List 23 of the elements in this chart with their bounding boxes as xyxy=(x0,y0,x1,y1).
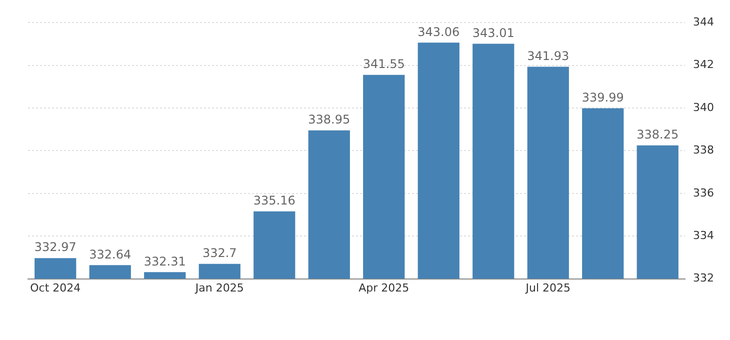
y-tick-label: 338 xyxy=(693,144,714,157)
data-label: 341.93 xyxy=(527,48,570,63)
y-tick-label: 340 xyxy=(693,100,714,114)
data-label: 341.55 xyxy=(362,57,405,72)
data-label: 332.7 xyxy=(202,246,237,260)
y-tick-label: 344 xyxy=(693,15,714,28)
data-label: 338.95 xyxy=(308,112,350,127)
x-tick-label: Apr 2025 xyxy=(358,281,410,294)
data-label: 332.64 xyxy=(89,247,132,262)
x-tick-label: Jul 2025 xyxy=(524,281,571,294)
x-tick-label: Oct 2024 xyxy=(30,281,81,294)
data-label: 343.06 xyxy=(418,24,460,39)
data-label: 339.99 xyxy=(582,90,624,104)
y-tick-label: 336 xyxy=(693,186,714,200)
data-label: 338.25 xyxy=(636,127,679,142)
data-label: 335.16 xyxy=(253,193,296,208)
data-label: 343.01 xyxy=(472,26,514,40)
data-label: 332.97 xyxy=(34,240,76,254)
y-tick-label: 334 xyxy=(693,228,714,242)
y-tick-label: 332 xyxy=(693,272,714,285)
data-label: 332.31 xyxy=(144,254,186,268)
x-tick-label: Jan 2025 xyxy=(194,281,244,294)
y-tick-label: 342 xyxy=(693,58,714,72)
